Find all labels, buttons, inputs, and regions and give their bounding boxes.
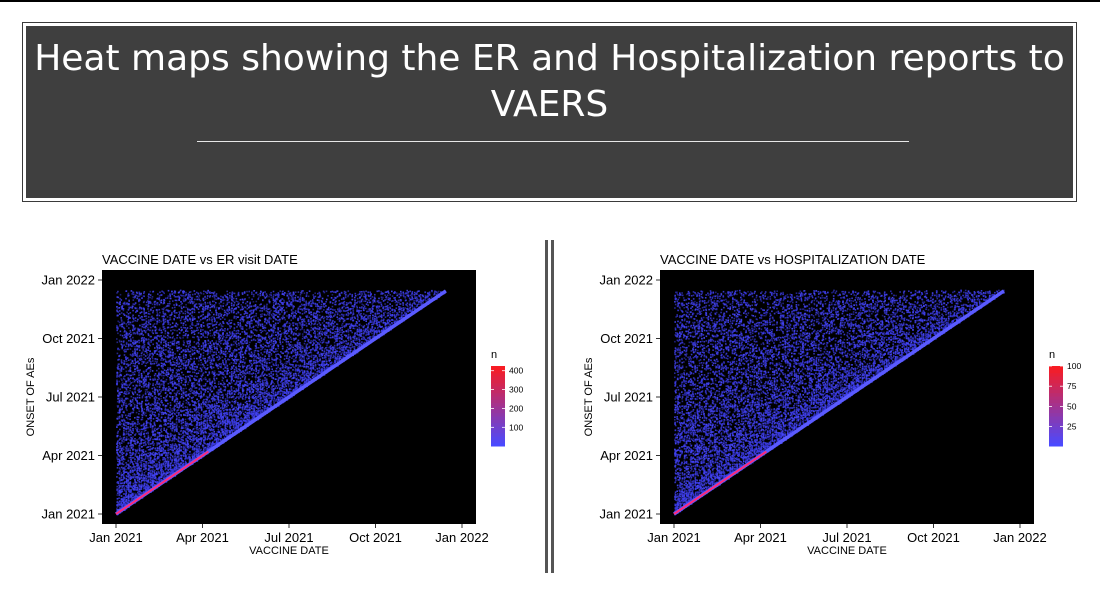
y-axis-label: ONSET OF AEs — [25, 357, 37, 436]
y-tick-label: Jan 2022 — [42, 273, 96, 288]
slide-title: Heat maps showing the ER and Hospitaliza… — [26, 36, 1073, 128]
chart-title: VACCINE DATE vs HOSPITALIZATION DATE — [660, 252, 926, 267]
x-tick-label: Apr 2021 — [734, 530, 787, 545]
er-heatmap-chart: VACCINE DATE vs ER visit DATE Jan 2021 Apr… — [25, 252, 523, 557]
diagonal-hotspot — [673, 450, 767, 515]
hospitalization-heatmap-chart: VACCINE DATE vs HOSPITALIZATION DATE Jan … — [583, 252, 1081, 557]
x-tick-label: Jan 2021 — [647, 530, 701, 545]
chart-divider — [545, 240, 554, 573]
y-tick-label: Apr 2021 — [42, 448, 95, 463]
x-tick-label: Jan 2021 — [89, 530, 143, 545]
legend-tick-label: 75 — [1067, 381, 1077, 391]
x-tick-label: Jul 2021 — [822, 530, 871, 545]
x-tick-label: Jan 2022 — [435, 530, 489, 545]
y-tick-label: Oct 2021 — [42, 331, 95, 346]
y-tick-label: Jul 2021 — [46, 390, 95, 405]
x-tick-label: Oct 2021 — [907, 530, 960, 545]
legend-tick-label: 200 — [509, 403, 523, 413]
legend-tick-label: 300 — [509, 385, 523, 395]
title-banner: Heat maps showing the ER and Hospitaliza… — [22, 22, 1077, 202]
y-tick-label: Jul 2021 — [604, 390, 653, 405]
y-tick-label: Oct 2021 — [600, 331, 653, 346]
diagonal-hotspot — [115, 450, 209, 515]
y-tick-label: Jan 2021 — [600, 507, 654, 522]
legend-tick-label: 100 — [509, 422, 523, 432]
x-tick-label: Oct 2021 — [349, 530, 402, 545]
y-tick-label: Jan 2022 — [600, 273, 654, 288]
legend-tick-label: 50 — [1067, 401, 1077, 411]
legend-tick-label: 400 — [509, 366, 523, 376]
title-underline — [197, 141, 909, 142]
y-tick-label: Jan 2021 — [42, 507, 96, 522]
x-tick-label: Jan 2022 — [993, 530, 1047, 545]
y-axis-label: ONSET OF AEs — [583, 357, 595, 436]
top-rule — [0, 0, 1100, 2]
x-axis-label: VACCINE DATE — [807, 545, 887, 557]
title-banner-fill: Heat maps showing the ER and Hospitaliza… — [26, 26, 1073, 198]
x-tick-label: Apr 2021 — [176, 530, 229, 545]
legend-title: n — [491, 349, 497, 361]
x-axis-label: VACCINE DATE — [249, 545, 329, 557]
legend-tick-label: 25 — [1067, 422, 1077, 432]
x-tick-label: Jul 2021 — [264, 530, 313, 545]
y-tick-label: Apr 2021 — [600, 448, 653, 463]
chart-title: VACCINE DATE vs ER visit DATE — [102, 252, 298, 267]
legend-tick-label: 100 — [1067, 361, 1081, 371]
legend-title: n — [1049, 349, 1055, 361]
